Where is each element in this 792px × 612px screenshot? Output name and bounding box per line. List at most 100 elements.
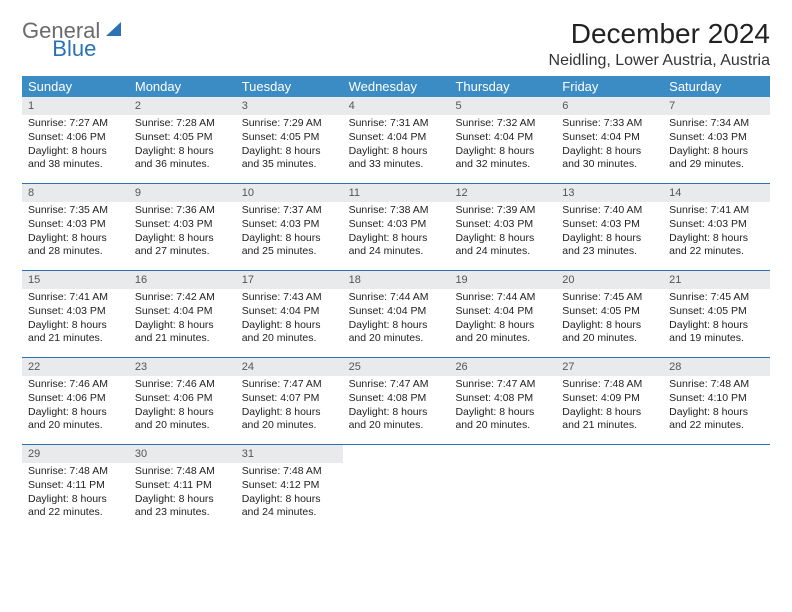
day-cell: 10Sunrise: 7:37 AMSunset: 4:03 PMDayligh…	[236, 184, 343, 270]
sunset-text: Sunset: 4:05 PM	[242, 131, 337, 145]
daylight-text: Daylight: 8 hours	[135, 406, 230, 420]
dow-header-row: Sunday Monday Tuesday Wednesday Thursday…	[22, 76, 770, 97]
day-body: Sunrise: 7:41 AMSunset: 4:03 PMDaylight:…	[22, 289, 129, 350]
sunrise-text: Sunrise: 7:48 AM	[562, 378, 657, 392]
day-number: 30	[129, 445, 236, 463]
day-number: 2	[129, 97, 236, 115]
location-label: Neidling, Lower Austria, Austria	[549, 52, 770, 70]
sunset-text: Sunset: 4:03 PM	[455, 218, 550, 232]
day-number: 28	[663, 358, 770, 376]
daylight-text: Daylight: 8 hours	[349, 145, 444, 159]
daylight-text: Daylight: 8 hours	[242, 493, 337, 507]
day-number: 8	[22, 184, 129, 202]
dow-cell: Friday	[556, 76, 663, 97]
day-cell: 29Sunrise: 7:48 AMSunset: 4:11 PMDayligh…	[22, 445, 129, 531]
day-number: 22	[22, 358, 129, 376]
daylight-text: and 35 minutes.	[242, 158, 337, 172]
sunrise-text: Sunrise: 7:36 AM	[135, 204, 230, 218]
sunrise-text: Sunrise: 7:46 AM	[28, 378, 123, 392]
day-cell: 14Sunrise: 7:41 AMSunset: 4:03 PMDayligh…	[663, 184, 770, 270]
day-number: 20	[556, 271, 663, 289]
daylight-text: and 20 minutes.	[349, 419, 444, 433]
daylight-text: and 32 minutes.	[455, 158, 550, 172]
daylight-text: and 27 minutes.	[135, 245, 230, 259]
day-number: 3	[236, 97, 343, 115]
daylight-text: Daylight: 8 hours	[28, 406, 123, 420]
week-row: 22Sunrise: 7:46 AMSunset: 4:06 PMDayligh…	[22, 358, 770, 445]
header: General Blue December 2024 Neidling, Low…	[22, 18, 770, 70]
day-cell: 6Sunrise: 7:33 AMSunset: 4:04 PMDaylight…	[556, 97, 663, 183]
daylight-text: Daylight: 8 hours	[669, 319, 764, 333]
day-cell: 8Sunrise: 7:35 AMSunset: 4:03 PMDaylight…	[22, 184, 129, 270]
day-body: Sunrise: 7:35 AMSunset: 4:03 PMDaylight:…	[22, 202, 129, 263]
day-body: Sunrise: 7:46 AMSunset: 4:06 PMDaylight:…	[22, 376, 129, 437]
day-body: Sunrise: 7:31 AMSunset: 4:04 PMDaylight:…	[343, 115, 450, 176]
day-number: 12	[449, 184, 556, 202]
sunrise-text: Sunrise: 7:45 AM	[562, 291, 657, 305]
day-body: Sunrise: 7:39 AMSunset: 4:03 PMDaylight:…	[449, 202, 556, 263]
day-number: 27	[556, 358, 663, 376]
week-row: 8Sunrise: 7:35 AMSunset: 4:03 PMDaylight…	[22, 184, 770, 271]
day-body: Sunrise: 7:48 AMSunset: 4:11 PMDaylight:…	[129, 463, 236, 524]
daylight-text: and 22 minutes.	[669, 245, 764, 259]
daylight-text: and 24 minutes.	[349, 245, 444, 259]
sunrise-text: Sunrise: 7:44 AM	[455, 291, 550, 305]
daylight-text: Daylight: 8 hours	[455, 319, 550, 333]
day-body: Sunrise: 7:48 AMSunset: 4:10 PMDaylight:…	[663, 376, 770, 437]
sunrise-text: Sunrise: 7:48 AM	[242, 465, 337, 479]
sunset-text: Sunset: 4:03 PM	[349, 218, 444, 232]
day-cell: 11Sunrise: 7:38 AMSunset: 4:03 PMDayligh…	[343, 184, 450, 270]
dow-cell: Tuesday	[236, 76, 343, 97]
day-number: 23	[129, 358, 236, 376]
day-body: Sunrise: 7:47 AMSunset: 4:08 PMDaylight:…	[449, 376, 556, 437]
sunrise-text: Sunrise: 7:27 AM	[28, 117, 123, 131]
dow-cell: Sunday	[22, 76, 129, 97]
day-cell: 1Sunrise: 7:27 AMSunset: 4:06 PMDaylight…	[22, 97, 129, 183]
day-cell: 3Sunrise: 7:29 AMSunset: 4:05 PMDaylight…	[236, 97, 343, 183]
sunrise-text: Sunrise: 7:47 AM	[455, 378, 550, 392]
daylight-text: Daylight: 8 hours	[135, 232, 230, 246]
daylight-text: and 23 minutes.	[562, 245, 657, 259]
day-cell: 13Sunrise: 7:40 AMSunset: 4:03 PMDayligh…	[556, 184, 663, 270]
daylight-text: Daylight: 8 hours	[349, 406, 444, 420]
daylight-text: Daylight: 8 hours	[242, 145, 337, 159]
day-number: 14	[663, 184, 770, 202]
daylight-text: Daylight: 8 hours	[135, 319, 230, 333]
sunset-text: Sunset: 4:03 PM	[28, 305, 123, 319]
day-number: 16	[129, 271, 236, 289]
day-cell: 16Sunrise: 7:42 AMSunset: 4:04 PMDayligh…	[129, 271, 236, 357]
dow-cell: Thursday	[449, 76, 556, 97]
day-body: Sunrise: 7:34 AMSunset: 4:03 PMDaylight:…	[663, 115, 770, 176]
sunset-text: Sunset: 4:08 PM	[349, 392, 444, 406]
sunrise-text: Sunrise: 7:32 AM	[455, 117, 550, 131]
day-body: Sunrise: 7:44 AMSunset: 4:04 PMDaylight:…	[343, 289, 450, 350]
day-cell: 9Sunrise: 7:36 AMSunset: 4:03 PMDaylight…	[129, 184, 236, 270]
day-number: 26	[449, 358, 556, 376]
day-body: Sunrise: 7:36 AMSunset: 4:03 PMDaylight:…	[129, 202, 236, 263]
day-body: Sunrise: 7:43 AMSunset: 4:04 PMDaylight:…	[236, 289, 343, 350]
day-cell: .	[663, 445, 770, 531]
day-cell: 7Sunrise: 7:34 AMSunset: 4:03 PMDaylight…	[663, 97, 770, 183]
day-cell: 4Sunrise: 7:31 AMSunset: 4:04 PMDaylight…	[343, 97, 450, 183]
daylight-text: Daylight: 8 hours	[242, 406, 337, 420]
day-body: Sunrise: 7:45 AMSunset: 4:05 PMDaylight:…	[663, 289, 770, 350]
daylight-text: and 28 minutes.	[28, 245, 123, 259]
sunset-text: Sunset: 4:05 PM	[669, 305, 764, 319]
day-cell: 12Sunrise: 7:39 AMSunset: 4:03 PMDayligh…	[449, 184, 556, 270]
week-row: 1Sunrise: 7:27 AMSunset: 4:06 PMDaylight…	[22, 97, 770, 184]
day-cell: 18Sunrise: 7:44 AMSunset: 4:04 PMDayligh…	[343, 271, 450, 357]
daylight-text: and 20 minutes.	[242, 419, 337, 433]
week-row: 15Sunrise: 7:41 AMSunset: 4:03 PMDayligh…	[22, 271, 770, 358]
sunrise-text: Sunrise: 7:39 AM	[455, 204, 550, 218]
day-body: Sunrise: 7:41 AMSunset: 4:03 PMDaylight:…	[663, 202, 770, 263]
sunset-text: Sunset: 4:06 PM	[135, 392, 230, 406]
day-cell: .	[343, 445, 450, 531]
day-body: Sunrise: 7:47 AMSunset: 4:07 PMDaylight:…	[236, 376, 343, 437]
daylight-text: Daylight: 8 hours	[135, 145, 230, 159]
day-body: Sunrise: 7:48 AMSunset: 4:12 PMDaylight:…	[236, 463, 343, 524]
daylight-text: and 20 minutes.	[349, 332, 444, 346]
sunset-text: Sunset: 4:05 PM	[135, 131, 230, 145]
daylight-text: and 23 minutes.	[135, 506, 230, 520]
day-cell: 20Sunrise: 7:45 AMSunset: 4:05 PMDayligh…	[556, 271, 663, 357]
month-title: December 2024	[549, 18, 770, 50]
